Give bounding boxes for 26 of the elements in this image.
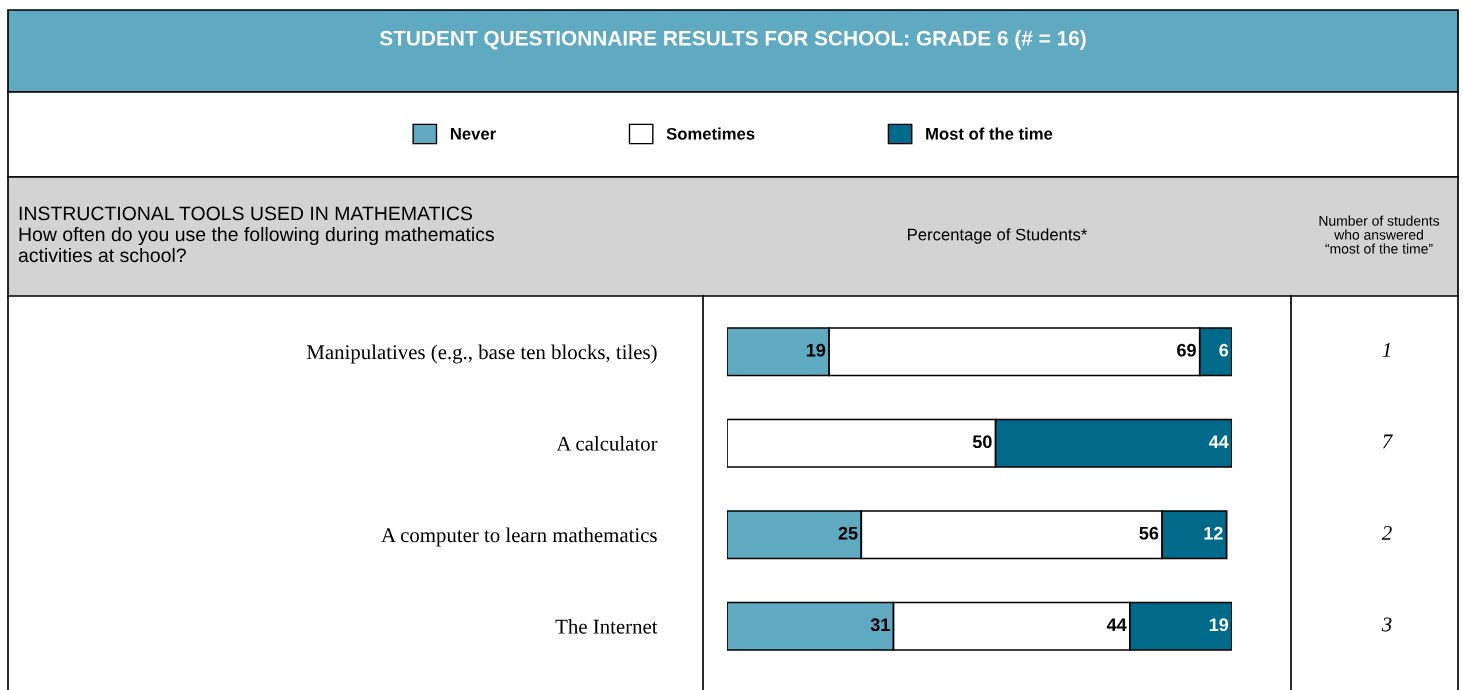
- y-tick-label: A calculator: [556, 436, 658, 451]
- legend-label: Never: [450, 128, 496, 140]
- chart-title: STUDENT QUESTIONNAIRE RESULTS FOR SCHOOL: GRADE 6 (# = 16): [379, 30, 1086, 50]
- data-label: 19: [1209, 618, 1229, 632]
- data-label: 56: [1139, 526, 1159, 540]
- text: 3: [1381, 617, 1392, 632]
- y-tick-label: Manipulatives (e.g., base ten blocks, tiles): [306, 344, 657, 364]
- data-label: 31: [870, 618, 890, 632]
- legend-label: Sometimes: [666, 127, 755, 140]
- text: 1: [1382, 343, 1390, 357]
- x-axis-title: Percentage of Students*: [908, 228, 1088, 244]
- data-label: 44: [1106, 618, 1127, 631]
- y-tick-label: A computer to learn mathematics: [381, 527, 657, 547]
- text: 2: [1381, 525, 1392, 540]
- data-label: 25: [838, 526, 858, 540]
- text: 7: [1383, 434, 1393, 449]
- data-label: 19: [806, 343, 826, 357]
- data-label: 44: [1208, 435, 1229, 448]
- data-label: 50: [972, 435, 992, 449]
- y-tick-label: The Internet: [555, 619, 658, 634]
- text: Number of students who answered “most of the time”: [1319, 215, 1440, 254]
- text: INSTRUCTIONAL TOOLS USED IN MATHEMATICS How often do you use the following during mathematics activities at school?: [18, 206, 494, 263]
- data-label: 69: [1177, 343, 1196, 357]
- legend-label: Most of the time: [926, 127, 1053, 140]
- data-label: 6: [1219, 343, 1229, 357]
- data-label: 12: [1204, 526, 1223, 540]
